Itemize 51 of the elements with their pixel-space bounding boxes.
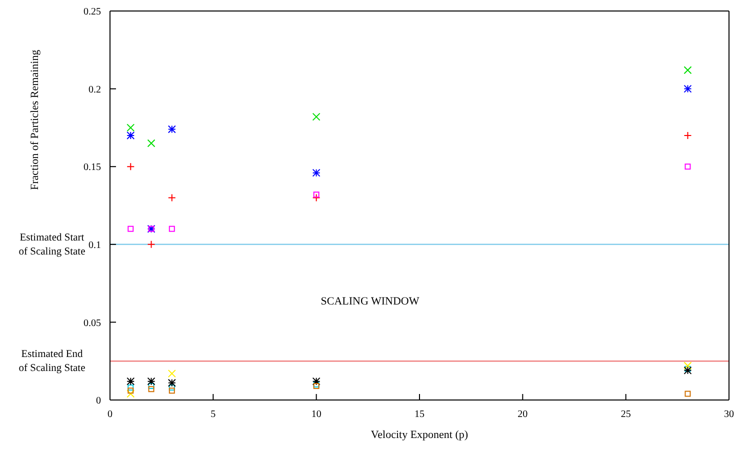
point bbox=[148, 386, 154, 392]
point bbox=[128, 384, 134, 391]
point bbox=[684, 362, 692, 370]
x-axis-title: Velocity Exponent (p) bbox=[370, 429, 468, 441]
x-tick-label: 30 bbox=[724, 409, 734, 420]
annotation: SCALING WINDOW bbox=[320, 296, 420, 308]
point bbox=[168, 378, 176, 387]
y-axis-title: Fraction of Particles Remaining bbox=[29, 49, 41, 190]
point bbox=[684, 131, 692, 140]
point bbox=[126, 377, 135, 386]
x-tick-label: 10 bbox=[311, 409, 322, 420]
point bbox=[168, 388, 175, 394]
point bbox=[147, 240, 156, 248]
point bbox=[684, 84, 692, 93]
point bbox=[128, 226, 134, 232]
y-tick-label: 0.15 bbox=[84, 162, 101, 174]
point bbox=[312, 377, 320, 386]
point bbox=[126, 124, 135, 132]
y-tick-label: 0.25 bbox=[84, 6, 101, 18]
point bbox=[313, 192, 320, 198]
point bbox=[168, 384, 175, 391]
y-tick-label: 0 bbox=[96, 396, 101, 407]
x-tick-label: 5 bbox=[210, 409, 216, 420]
point bbox=[684, 366, 692, 374]
point bbox=[147, 139, 156, 148]
point bbox=[168, 194, 176, 202]
x-tick-label: 25 bbox=[620, 409, 631, 420]
point bbox=[312, 112, 320, 121]
point bbox=[147, 377, 156, 386]
y-tick-label: 0.2 bbox=[88, 84, 101, 96]
point bbox=[684, 164, 691, 170]
x-tick-label: 0 bbox=[108, 409, 112, 420]
point bbox=[684, 390, 691, 397]
point bbox=[168, 226, 175, 232]
y-tick-label: 0.05 bbox=[84, 318, 101, 329]
point bbox=[126, 390, 135, 398]
x-tick-label: 15 bbox=[414, 409, 424, 420]
point bbox=[126, 162, 135, 171]
point bbox=[128, 388, 134, 394]
ref-line-label: Estimated End of Scaling State bbox=[18, 349, 86, 374]
point bbox=[312, 168, 320, 177]
point bbox=[684, 366, 691, 372]
point bbox=[168, 370, 176, 378]
point bbox=[312, 194, 320, 202]
y-tick-label: 0.1 bbox=[88, 240, 101, 251]
point bbox=[126, 131, 135, 140]
point bbox=[168, 125, 176, 134]
point bbox=[148, 382, 154, 389]
ref-line-label: Estimated Start of Scaling State bbox=[18, 232, 86, 258]
x-tick-label: 20 bbox=[518, 409, 528, 420]
point bbox=[684, 66, 692, 74]
